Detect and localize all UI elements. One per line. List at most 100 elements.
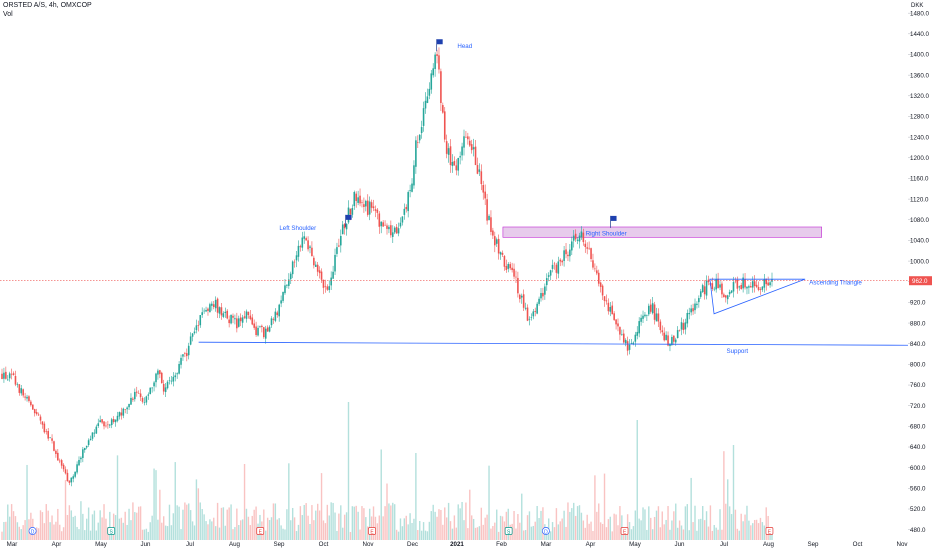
annotation-label: Head	[457, 43, 472, 50]
volume-bar	[245, 508, 248, 540]
volume-bar	[388, 503, 390, 540]
volume-bar	[132, 502, 134, 540]
volume-bar	[276, 519, 278, 540]
y-tick-label: 1440.0	[910, 31, 929, 38]
candle-body	[640, 317, 642, 322]
volume-bar	[368, 508, 371, 540]
candle-body	[334, 254, 336, 272]
volume-bar	[397, 531, 400, 540]
volume-bar	[57, 508, 59, 540]
candle-body	[241, 317, 244, 323]
candle-body	[338, 245, 340, 247]
volume-bar	[363, 508, 365, 540]
candle-body	[393, 227, 396, 233]
volume-bar	[91, 514, 94, 540]
volume-indicator-label[interactable]: Vol	[3, 11, 13, 18]
candle-body	[164, 387, 167, 393]
volume-bar	[746, 505, 748, 540]
volume-bar	[291, 507, 294, 540]
volume-bar	[684, 506, 687, 540]
y-tick-label: 480.0	[910, 527, 926, 534]
candle-body	[72, 476, 75, 479]
candle-body	[39, 416, 42, 421]
candle-body	[32, 404, 34, 410]
volume-bar	[426, 531, 429, 540]
x-tick-label: Nov	[362, 541, 374, 548]
volume-bar	[380, 449, 382, 540]
candle-body	[359, 195, 361, 204]
volume-bar	[540, 510, 542, 540]
price-axis[interactable]: 480.0 520.0 560.0 600.0 640.0 680.0 720.0 760.0…	[908, 3, 932, 534]
candle-body	[311, 247, 313, 257]
volume-bar	[422, 522, 425, 540]
candle-body	[753, 281, 756, 287]
candle-body	[234, 318, 236, 320]
volume-bar	[671, 520, 673, 540]
volume-bar	[313, 520, 315, 540]
volume-bar	[128, 508, 130, 540]
candle-body	[137, 393, 140, 394]
candle-body	[134, 391, 136, 400]
candle-body	[636, 331, 639, 336]
volume-bar	[702, 506, 704, 540]
candle-body	[95, 426, 98, 434]
volume-bar	[255, 506, 257, 540]
volume-bar	[274, 503, 277, 540]
volume-bar	[634, 510, 637, 540]
volume-bar	[189, 510, 192, 540]
volume-bar	[690, 477, 692, 540]
candle-body	[184, 353, 186, 354]
volume-bar	[474, 527, 477, 540]
volume-bar	[139, 506, 142, 540]
x-tick-label: Dec	[407, 541, 418, 548]
y-tick-label: 760.0	[910, 382, 926, 389]
candle-body	[461, 146, 463, 156]
volume-bar	[565, 526, 567, 540]
volume-bar	[676, 527, 679, 540]
volume-bar	[101, 517, 103, 540]
candle-body	[434, 54, 436, 69]
y-tick-label: 1360.0	[910, 72, 929, 79]
volume-bar	[330, 502, 332, 540]
volume-bar	[34, 530, 36, 540]
candle-body	[619, 327, 621, 335]
volume-bar	[359, 529, 361, 540]
candle-body	[453, 161, 456, 166]
volume-bar	[524, 530, 527, 540]
annotation-label: Ascending Triangle	[809, 279, 862, 286]
volume-bar	[648, 506, 650, 540]
candle-body	[149, 387, 152, 395]
time-axis[interactable]: Mar Apr May Jun Jul Aug Sep Oct Nov Dec 2021 Feb Mar…	[7, 541, 909, 548]
chart-symbol-title[interactable]: ORSTED A/S, 4h, OMXCOP	[3, 2, 92, 9]
candle-body	[544, 286, 546, 295]
candle-body	[642, 315, 644, 319]
volume-bar	[195, 479, 198, 540]
candle-body	[420, 127, 423, 134]
volume-bar	[692, 522, 694, 540]
volume-bar	[709, 505, 712, 540]
candle-body	[249, 315, 252, 320]
x-tick-label: Apr	[52, 541, 62, 548]
candle-body	[605, 300, 608, 302]
volume-bar	[191, 521, 194, 540]
volume-bar	[184, 502, 186, 540]
volume-bar	[60, 531, 63, 540]
event-marker-letter: S	[507, 529, 511, 535]
candle-body	[209, 304, 211, 313]
volume-bar	[551, 522, 554, 540]
candle-body	[237, 318, 240, 327]
candle-body	[507, 263, 510, 269]
candle-body	[82, 449, 84, 458]
candle-body	[132, 398, 134, 400]
volume-bar	[673, 511, 675, 540]
candle-body	[230, 314, 232, 324]
volume-bar	[141, 529, 144, 540]
candle-body	[655, 313, 658, 322]
volume-bar	[392, 502, 394, 540]
candle-body	[721, 283, 723, 295]
candle-body	[391, 232, 394, 237]
volume-bar	[513, 511, 515, 540]
candle-body	[366, 200, 369, 215]
